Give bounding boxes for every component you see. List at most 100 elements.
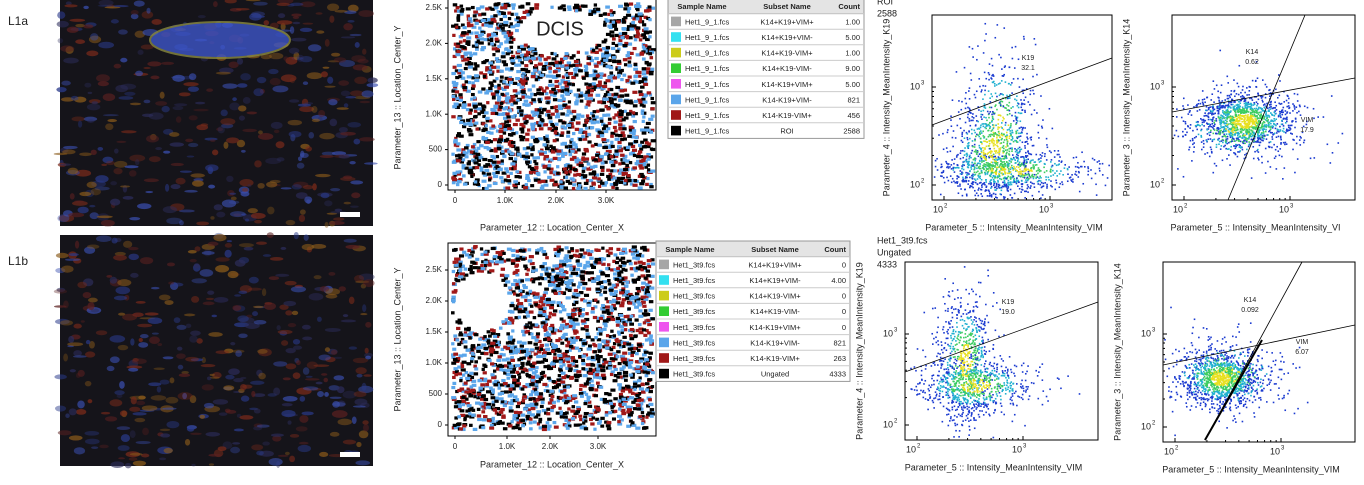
event-dot	[1020, 106, 1023, 109]
event-dot	[1017, 185, 1019, 187]
event-dot	[968, 130, 970, 133]
cell-marker	[599, 154, 604, 159]
event-dot	[1001, 100, 1004, 103]
event-dot	[986, 110, 989, 113]
event-dot	[1000, 189, 1003, 192]
event-dot	[1002, 133, 1005, 136]
event-dot	[1017, 179, 1020, 182]
event-dot	[1226, 94, 1229, 97]
event-dot	[960, 173, 963, 175]
cell-marker	[612, 37, 616, 41]
cell-marker	[500, 159, 504, 163]
event-dot	[1004, 156, 1007, 158]
tissue-cell	[173, 103, 188, 107]
cell-marker	[644, 141, 649, 145]
event-dot	[1022, 170, 1025, 173]
event-dot	[993, 150, 996, 152]
cell-marker	[594, 64, 599, 68]
cell-marker	[548, 79, 553, 83]
event-dot	[960, 108, 963, 111]
table-cell: 456	[847, 111, 860, 120]
cell-marker	[467, 30, 471, 34]
cell-marker	[455, 44, 460, 48]
cell-marker	[611, 55, 616, 60]
cell-marker	[515, 51, 521, 55]
event-dot	[1256, 102, 1259, 105]
event-dot	[1279, 125, 1281, 128]
event-dot	[1017, 77, 1019, 80]
event-dot	[1276, 132, 1278, 134]
event-dot	[1007, 124, 1010, 127]
tissue-cell	[340, 131, 356, 136]
cell-marker	[546, 96, 551, 100]
cell-marker	[578, 130, 583, 134]
tissue-cell	[102, 156, 114, 164]
event-dot	[967, 183, 970, 185]
event-dot	[1239, 144, 1241, 147]
event-dot	[1040, 95, 1042, 97]
event-dot	[989, 111, 992, 113]
event-dot	[985, 155, 988, 158]
tissue-cell	[327, 3, 340, 12]
event-dot	[1292, 148, 1294, 151]
cell-marker	[633, 139, 639, 144]
cell-marker	[542, 165, 547, 169]
event-dot	[1242, 133, 1245, 135]
event-dot	[993, 182, 996, 185]
event-dot	[982, 109, 985, 112]
cell-marker	[630, 144, 636, 149]
event-dot	[995, 84, 998, 86]
event-dot	[968, 98, 971, 100]
event-dot	[1248, 90, 1251, 92]
cell-marker	[517, 82, 521, 87]
y-axis-label: Parameter_13 :: Location_Center_Y	[392, 25, 402, 169]
cell-marker	[469, 53, 473, 58]
cell-marker	[582, 4, 588, 8]
event-dot	[1220, 106, 1223, 109]
cell-marker	[601, 183, 607, 187]
event-dot	[1010, 181, 1012, 183]
cell-marker	[503, 127, 509, 132]
cell-marker	[481, 186, 486, 191]
event-dot	[1230, 101, 1233, 104]
event-dot	[995, 152, 997, 154]
cell-marker	[481, 23, 486, 27]
cell-marker	[537, 150, 543, 154]
event-dot	[1221, 117, 1224, 120]
cell-marker	[541, 119, 545, 123]
tissue-cell	[140, 44, 154, 50]
event-dot	[993, 186, 996, 189]
cell-marker	[625, 78, 630, 83]
event-dot	[971, 177, 974, 179]
event-dot	[989, 122, 991, 124]
event-dot	[1243, 136, 1246, 139]
cell-marker	[600, 59, 606, 64]
tissue-cell	[170, 183, 181, 190]
event-dot	[1201, 101, 1204, 104]
cell-marker	[600, 168, 605, 173]
cell-marker	[528, 116, 534, 120]
cell-marker	[543, 154, 549, 159]
event-dot	[975, 153, 978, 155]
cell-marker	[492, 181, 498, 186]
cell-marker	[476, 158, 482, 162]
event-dot	[1006, 97, 1009, 100]
event-dot	[983, 71, 986, 74]
event-dot	[974, 96, 977, 99]
cell-marker	[524, 155, 530, 159]
event-dot	[1203, 115, 1206, 117]
cell-marker	[540, 123, 545, 127]
event-dot	[1254, 115, 1257, 118]
event-dot	[951, 99, 954, 102]
event-dot	[995, 149, 998, 152]
cell-marker	[507, 16, 512, 21]
cell-marker	[506, 49, 511, 53]
tissue-cell	[324, 85, 336, 88]
event-dot	[960, 188, 962, 190]
tissue-cell	[141, 11, 154, 19]
cell-marker	[578, 94, 583, 98]
cell-marker	[503, 63, 508, 67]
event-dot	[1025, 155, 1027, 158]
cell-marker	[516, 152, 522, 156]
cell-marker	[477, 112, 481, 116]
